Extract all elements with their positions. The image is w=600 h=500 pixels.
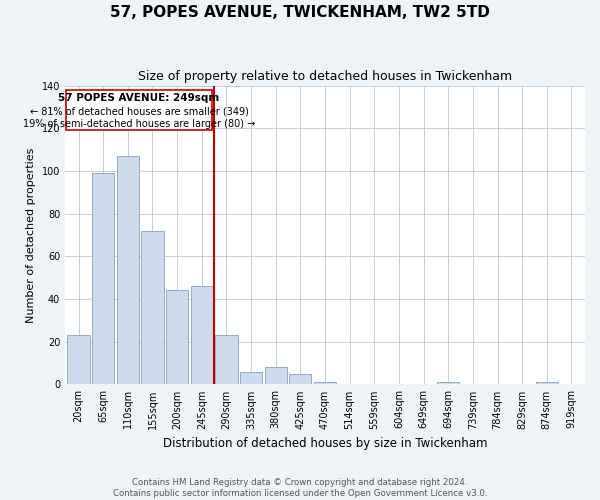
Text: 57 POPES AVENUE: 249sqm: 57 POPES AVENUE: 249sqm xyxy=(58,94,220,104)
Text: Contains HM Land Registry data © Crown copyright and database right 2024.
Contai: Contains HM Land Registry data © Crown c… xyxy=(113,478,487,498)
Bar xyxy=(314,382,336,384)
Bar xyxy=(142,230,164,384)
Bar xyxy=(166,290,188,384)
Y-axis label: Number of detached properties: Number of detached properties xyxy=(26,148,36,322)
X-axis label: Distribution of detached houses by size in Twickenham: Distribution of detached houses by size … xyxy=(163,437,487,450)
Bar xyxy=(536,382,558,384)
Bar xyxy=(265,368,287,384)
Bar xyxy=(117,156,139,384)
Bar xyxy=(191,286,213,384)
Bar xyxy=(215,336,238,384)
Text: 19% of semi-detached houses are larger (80) →: 19% of semi-detached houses are larger (… xyxy=(23,119,255,129)
Text: ← 81% of detached houses are smaller (349): ← 81% of detached houses are smaller (34… xyxy=(29,106,248,116)
Bar xyxy=(92,173,114,384)
Bar xyxy=(289,374,311,384)
Bar xyxy=(240,372,262,384)
Text: 57, POPES AVENUE, TWICKENHAM, TW2 5TD: 57, POPES AVENUE, TWICKENHAM, TW2 5TD xyxy=(110,5,490,20)
FancyBboxPatch shape xyxy=(66,90,212,130)
Title: Size of property relative to detached houses in Twickenham: Size of property relative to detached ho… xyxy=(138,70,512,83)
Bar xyxy=(437,382,460,384)
Bar xyxy=(67,336,89,384)
